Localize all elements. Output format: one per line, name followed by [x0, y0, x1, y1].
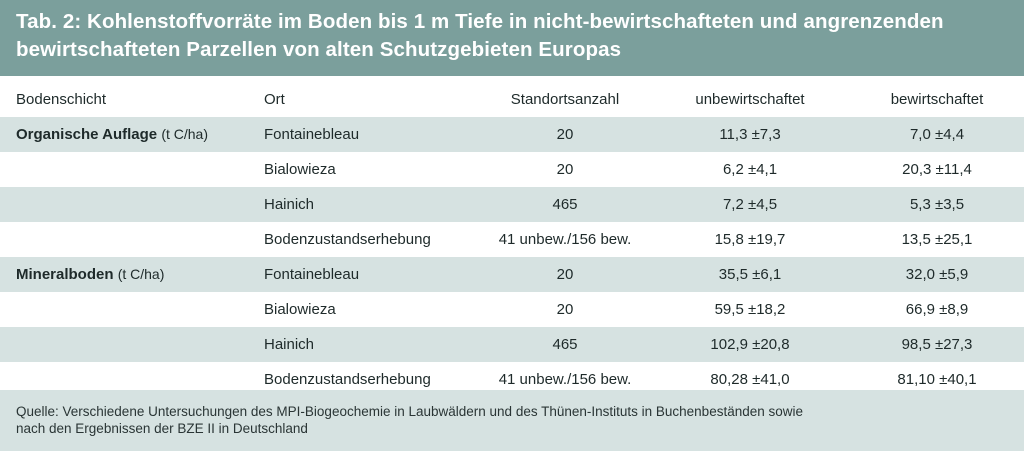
cell-unbewirtschaftet: 15,8 ±19,7 [650, 222, 850, 257]
source-line-2: nach den Ergebnissen der BZE II in Deuts… [16, 421, 308, 436]
group-unit: (t C/ha) [117, 266, 165, 282]
source-note: Quelle: Verschiedene Untersuchungen des … [0, 390, 1024, 451]
table-row: Bialowieza 20 6,2 ±4,1 20,3 ±11,4 [0, 152, 1024, 187]
cell-unbewirtschaftet: 6,2 ±4,1 [650, 152, 850, 187]
table-row: Bodenzustandserhebung 41 unbew./156 bew.… [0, 222, 1024, 257]
column-header-bewirtschaftet: bewirtschaftet [890, 91, 984, 108]
table-row: Hainich 465 7,2 ±4,5 5,3 ±3,5 [0, 187, 1024, 222]
group-label-text: Mineralboden [16, 266, 114, 283]
cell-empty [0, 187, 264, 222]
cell-anzahl: 20 [480, 117, 650, 152]
column-header-unbewirtschaftet: unbewirtschaftet [695, 91, 805, 108]
cell-unbewirtschaftet: 7,2 ±4,5 [650, 187, 850, 222]
cell-bewirtschaftet: 13,5 ±25,1 [850, 222, 1024, 257]
source-line-1: Quelle: Verschiedene Untersuchungen des … [16, 404, 804, 419]
column-header-standortsanzahl: Standortsanzahl [510, 91, 620, 108]
group-label-organische-auflage: Organische Auflage (t C/ha) [0, 117, 264, 152]
cell-ort: Hainich [264, 327, 480, 362]
cell-unbewirtschaftet: 11,3 ±7,3 [650, 117, 850, 152]
cell-ort: Bialowieza [264, 152, 480, 187]
cell-bewirtschaftet: 32,0 ±5,9 [850, 257, 1024, 292]
cell-ort: Bialowieza [264, 292, 480, 327]
cell-ort: Fontainebleau [264, 257, 480, 292]
group-label-text: Organische Auflage [16, 126, 158, 143]
cell-unbewirtschaftet: 102,9 ±20,8 [650, 327, 850, 362]
cell-ort: Bodenzustandserhebung [264, 222, 480, 257]
table-row: Organische Auflage (t C/ha) Fontaineblea… [0, 117, 1024, 152]
table-row: Mineralboden (t C/ha) Fontainebleau 20 3… [0, 257, 1024, 292]
cell-bewirtschaftet: 7,0 ±4,4 [850, 117, 1024, 152]
cell-ort: Hainich [264, 187, 480, 222]
column-header-ort: Ort [264, 91, 285, 108]
table-title-bar: Tab. 2: Kohlenstoffvorräte im Boden bis … [0, 0, 1024, 76]
group-label-mineralboden: Mineralboden (t C/ha) [0, 257, 264, 292]
cell-unbewirtschaftet: 35,5 ±6,1 [650, 257, 850, 292]
cell-anzahl: 20 [480, 152, 650, 187]
cell-unbewirtschaftet: 59,5 ±18,2 [650, 292, 850, 327]
table-row: Bialowieza 20 59,5 ±18,2 66,9 ±8,9 [0, 292, 1024, 327]
table-header-row: Bodenschicht Ort Standortsanzahl unbewir… [0, 82, 1024, 117]
cell-anzahl: 465 [480, 327, 650, 362]
cell-empty [0, 152, 264, 187]
carbon-stock-table: Bodenschicht Ort Standortsanzahl unbewir… [0, 82, 1024, 397]
cell-anzahl: 20 [480, 292, 650, 327]
cell-empty [0, 292, 264, 327]
cell-anzahl: 465 [480, 187, 650, 222]
cell-bewirtschaftet: 66,9 ±8,9 [850, 292, 1024, 327]
table-row: Bodenzustandserhebung 41 unbew./156 bew.… [0, 362, 1024, 397]
title-line-2: bewirtschafteten Parzellen von alten Sch… [16, 38, 622, 61]
table-row: Hainich 465 102,9 ±20,8 98,5 ±27,3 [0, 327, 1024, 362]
cell-bewirtschaftet: 5,3 ±3,5 [850, 187, 1024, 222]
group-unit: (t C/ha) [161, 126, 209, 142]
table-title: Tab. 2: Kohlenstoffvorräte im Boden bis … [16, 8, 1008, 64]
cell-anzahl: 20 [480, 257, 650, 292]
column-header-bodenschicht: Bodenschicht [16, 91, 107, 108]
cell-ort: Fontainebleau [264, 117, 480, 152]
cell-anzahl: 41 unbew./156 bew. [480, 222, 650, 257]
cell-bewirtschaftet: 98,5 ±27,3 [850, 327, 1024, 362]
cell-empty [0, 222, 264, 257]
cell-empty [0, 327, 264, 362]
title-line-1: Tab. 2: Kohlenstoffvorräte im Boden bis … [16, 10, 944, 33]
cell-bewirtschaftet: 20,3 ±11,4 [850, 152, 1024, 187]
